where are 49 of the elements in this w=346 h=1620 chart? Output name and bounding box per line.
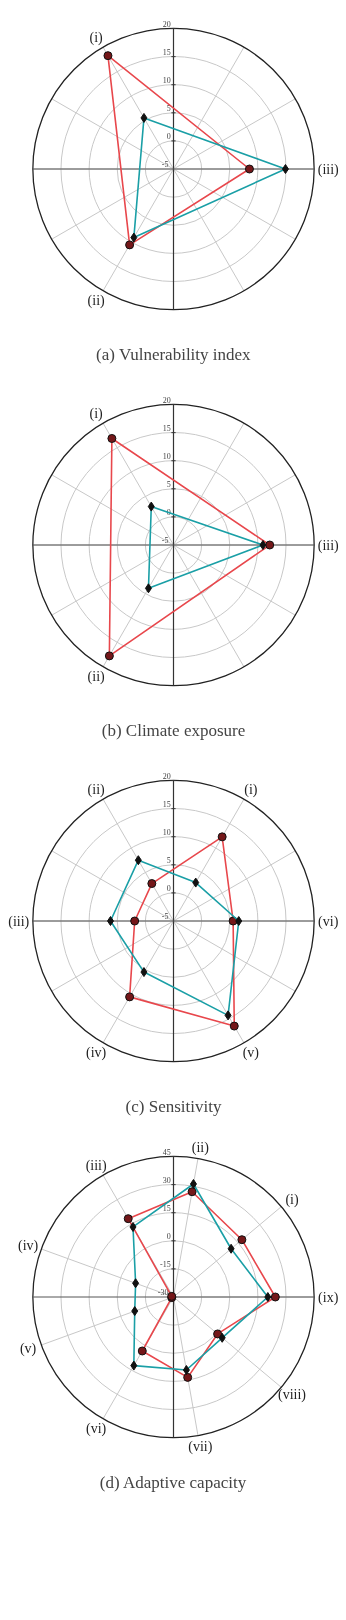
y-tick-label: 5: [166, 103, 171, 113]
text: (c) Sensitivity: [125, 1096, 222, 1116]
text: (a) Vulnerability index: [96, 344, 252, 364]
spoke-label: (iii): [317, 537, 340, 554]
y-tick-label: 0: [166, 507, 171, 517]
y-tick-label: 10: [162, 75, 171, 85]
y-tick-label: 15: [162, 423, 171, 433]
spoke-label: (iv): [86, 1044, 107, 1061]
spoke-label: (ii): [87, 668, 106, 685]
y-tick-label: 20: [162, 19, 171, 29]
text: (b) Climate exposure: [101, 720, 246, 740]
spoke-label: (i): [244, 782, 258, 799]
spoke-label: (i): [285, 1192, 299, 1209]
y-tick-label: 5: [166, 855, 171, 865]
y-tick-label: 0: [166, 883, 171, 893]
y-tick-label: 10: [162, 451, 171, 461]
spoke-label: (v): [19, 1341, 37, 1358]
spoke-label: (v): [242, 1044, 260, 1061]
spoke-label: (vi): [86, 1420, 107, 1437]
y-tick-label: -30: [157, 1288, 169, 1297]
y-tick-label: 10: [162, 827, 171, 837]
y-tick-label: 0: [166, 1231, 171, 1241]
spoke-label: (vi): [318, 913, 339, 930]
y-tick-label: -15: [160, 1259, 171, 1269]
text: (d) Adaptive capacity: [99, 1472, 247, 1492]
spoke-label: (iv): [18, 1237, 39, 1254]
y-tick-label: 5: [166, 479, 171, 489]
y-tick-label: 20: [162, 771, 171, 781]
spoke-label: (viii): [278, 1386, 307, 1403]
y-tick-label: 15: [162, 1203, 171, 1213]
spoke-label: (vii): [188, 1438, 213, 1455]
spoke-label: (ix): [318, 1289, 339, 1306]
spoke-label: (iii): [317, 161, 340, 178]
y-tick-label: -5: [161, 536, 169, 545]
y-tick-label: -5: [161, 160, 169, 169]
y-tick-label: 20: [162, 395, 171, 405]
spoke-label: (iii): [85, 1158, 107, 1175]
spoke-label: (ii): [191, 1140, 210, 1157]
spoke-label: (iii): [8, 913, 30, 930]
y-tick-label: 30: [162, 1175, 171, 1185]
y-tick-label: -5: [161, 912, 169, 921]
spoke-label: (i): [89, 30, 104, 47]
spoke-label: (ii): [87, 782, 106, 799]
y-tick-label: 45: [162, 1147, 171, 1157]
spoke-label: (i): [89, 406, 104, 423]
y-tick-label: 0: [166, 131, 171, 141]
y-tick-label: 15: [162, 47, 171, 57]
spoke-label: (ii): [87, 292, 106, 309]
y-tick-label: 15: [162, 799, 171, 809]
